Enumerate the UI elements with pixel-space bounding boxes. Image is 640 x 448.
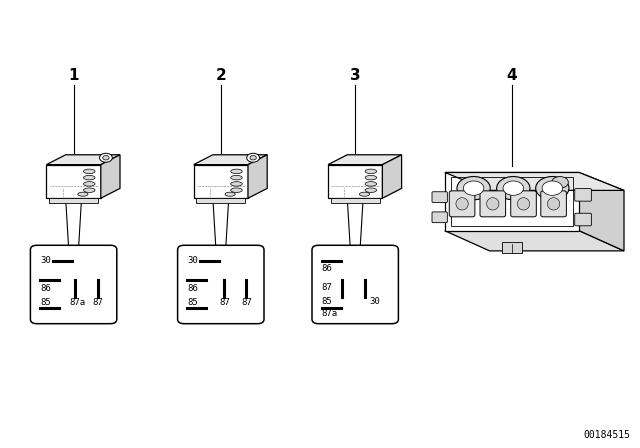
FancyBboxPatch shape [331,198,380,202]
Ellipse shape [83,182,95,186]
Ellipse shape [230,182,242,186]
Polygon shape [328,165,383,198]
Ellipse shape [230,188,242,193]
Polygon shape [445,172,579,231]
FancyBboxPatch shape [177,246,264,323]
Ellipse shape [365,169,376,174]
Text: 87: 87 [93,298,104,307]
Circle shape [503,181,524,195]
Text: 85: 85 [187,298,198,307]
Text: 87a: 87a [70,298,86,307]
Circle shape [497,177,530,200]
Ellipse shape [230,176,242,180]
FancyBboxPatch shape [575,189,591,201]
Circle shape [99,153,113,162]
Text: 30: 30 [369,297,380,306]
FancyBboxPatch shape [432,212,447,223]
Circle shape [552,177,568,188]
FancyBboxPatch shape [449,191,475,217]
Circle shape [542,181,563,195]
FancyBboxPatch shape [511,191,536,217]
Circle shape [246,153,260,162]
Text: 86: 86 [322,263,332,273]
Text: 30: 30 [188,256,198,266]
Ellipse shape [486,198,499,210]
Circle shape [102,155,109,160]
Text: 2: 2 [216,68,226,83]
FancyBboxPatch shape [312,246,398,323]
FancyBboxPatch shape [575,213,591,226]
Text: 86: 86 [40,284,51,293]
Polygon shape [101,155,120,198]
Text: 85: 85 [40,298,51,307]
FancyBboxPatch shape [31,246,116,323]
Polygon shape [328,155,402,165]
Polygon shape [248,155,268,198]
Ellipse shape [517,198,530,210]
Ellipse shape [225,192,235,196]
Ellipse shape [83,169,95,174]
Circle shape [463,181,484,195]
Circle shape [457,177,490,200]
Ellipse shape [83,176,95,180]
Polygon shape [47,165,101,198]
Ellipse shape [456,198,468,210]
Text: 85: 85 [322,297,332,306]
Ellipse shape [360,192,370,196]
Ellipse shape [365,188,376,193]
Text: 4: 4 [507,68,517,83]
FancyBboxPatch shape [196,198,245,202]
FancyBboxPatch shape [502,242,522,253]
Text: 1: 1 [68,68,79,83]
Polygon shape [383,155,402,198]
FancyBboxPatch shape [541,191,566,217]
FancyBboxPatch shape [432,192,447,202]
FancyBboxPatch shape [480,191,506,217]
Text: 3: 3 [350,68,360,83]
Text: 86: 86 [187,284,198,293]
Ellipse shape [78,192,88,196]
Polygon shape [445,231,624,251]
Text: 87: 87 [241,298,252,307]
Polygon shape [193,165,248,198]
Text: 00184515: 00184515 [584,430,630,440]
Polygon shape [47,155,120,165]
Polygon shape [193,155,268,165]
Polygon shape [445,172,624,190]
Ellipse shape [83,188,95,193]
Ellipse shape [230,169,242,174]
Text: 87: 87 [219,298,230,307]
Polygon shape [579,172,624,251]
Text: 87a: 87a [322,309,338,318]
Text: 87: 87 [322,283,332,292]
Ellipse shape [365,176,376,180]
FancyBboxPatch shape [49,198,98,202]
Circle shape [250,155,256,160]
Text: 30: 30 [41,256,51,266]
Ellipse shape [365,182,376,186]
Ellipse shape [547,198,560,210]
Circle shape [536,177,569,200]
